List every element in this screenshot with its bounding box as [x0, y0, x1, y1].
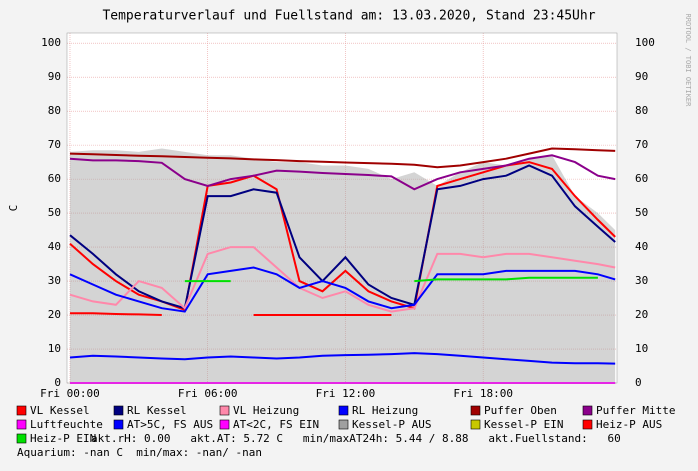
watermark: RRDTOOL / TOBI OETIKER — [684, 14, 692, 108]
y-tick-label: 60 — [48, 172, 61, 185]
legend-swatch — [582, 405, 593, 416]
y-tick-label: 40 — [48, 240, 61, 253]
x-tick-label: Fri 06:00 — [178, 387, 238, 400]
y-tick-label: 100 — [41, 36, 61, 49]
legend-label: RL Heizung — [352, 404, 418, 417]
note: Aquarium: -nan C min/max: -nan/ -nan — [17, 446, 262, 459]
x-tick-label: Fri 12:00 — [316, 387, 376, 400]
y-tick-label-right: 90 — [635, 70, 648, 83]
y-tick-label-right: 60 — [635, 172, 648, 185]
legend-swatch — [338, 419, 349, 430]
y-tick-label: 70 — [48, 138, 61, 151]
y-tick-label-right: 80 — [635, 104, 648, 117]
legend-label: Heiz-P AUS — [596, 418, 662, 431]
legend-swatch — [16, 405, 27, 416]
y-tick-label: 90 — [48, 70, 61, 83]
legend-label: AT>5C, FS AUS — [127, 418, 213, 431]
line — [69, 352, 616, 365]
legend-swatch — [16, 419, 27, 430]
plot-frame — [66, 32, 618, 384]
line — [69, 246, 616, 313]
legend-label: Luftfeuchte — [30, 418, 103, 431]
legend-label: AT<2C, FS EIN — [233, 418, 319, 431]
legend-swatch — [16, 433, 27, 444]
note: akt.rH: 0.00 akt.AT: 5.72 C min/maxAT24h… — [91, 432, 621, 445]
y-tick-label: 20 — [48, 308, 61, 321]
legend-swatch — [113, 405, 124, 416]
legend-label: VL Kessel — [30, 404, 90, 417]
legend-label: Kessel-P EIN — [484, 418, 563, 431]
legend-swatch — [470, 405, 481, 416]
area — [69, 148, 616, 383]
y-tick-label-right: 0 — [635, 376, 642, 389]
y-tick-label-right: 40 — [635, 240, 648, 253]
y-tick-label-right: 100 — [635, 36, 655, 49]
y-tick-label: 50 — [48, 206, 61, 219]
legend-swatch — [338, 405, 349, 416]
x-tick-label: Fri 18:00 — [453, 387, 513, 400]
y-tick-label: 30 — [48, 274, 61, 287]
line — [69, 147, 616, 169]
y-tick-label-right: 30 — [635, 274, 648, 287]
legend-label: Kessel-P AUS — [352, 418, 431, 431]
y-tick-label: 10 — [48, 342, 61, 355]
chart-title: Temperaturverlauf und Fuellstand am: 13.… — [102, 9, 595, 24]
y-axis-label: C — [7, 205, 20, 212]
y-tick-label-right: 20 — [635, 308, 648, 321]
y-tick-label: 80 — [48, 104, 61, 117]
y-tick-label-right: 10 — [635, 342, 648, 355]
legend-swatch — [113, 419, 124, 430]
legend-swatch — [219, 419, 230, 430]
legend-swatch — [470, 419, 481, 430]
legend-swatch — [582, 419, 593, 430]
legend-label: Heiz-P EIN — [30, 432, 96, 445]
line — [69, 266, 616, 313]
line — [184, 276, 598, 283]
legend-label: Puffer Oben — [484, 404, 557, 417]
legend-label: RL Kessel — [127, 404, 187, 417]
y-tick-label: 0 — [54, 376, 61, 389]
legend-label: Puffer Mitte — [596, 404, 675, 417]
y-tick-label-right: 70 — [635, 138, 648, 151]
legend-label: VL Heizung — [233, 404, 299, 417]
y-tick-label-right: 50 — [635, 206, 648, 219]
line — [69, 164, 616, 310]
plot-area — [67, 33, 617, 383]
legend-swatch — [219, 405, 230, 416]
line — [69, 154, 616, 191]
x-tick-label: Fri 00:00 — [40, 387, 100, 400]
